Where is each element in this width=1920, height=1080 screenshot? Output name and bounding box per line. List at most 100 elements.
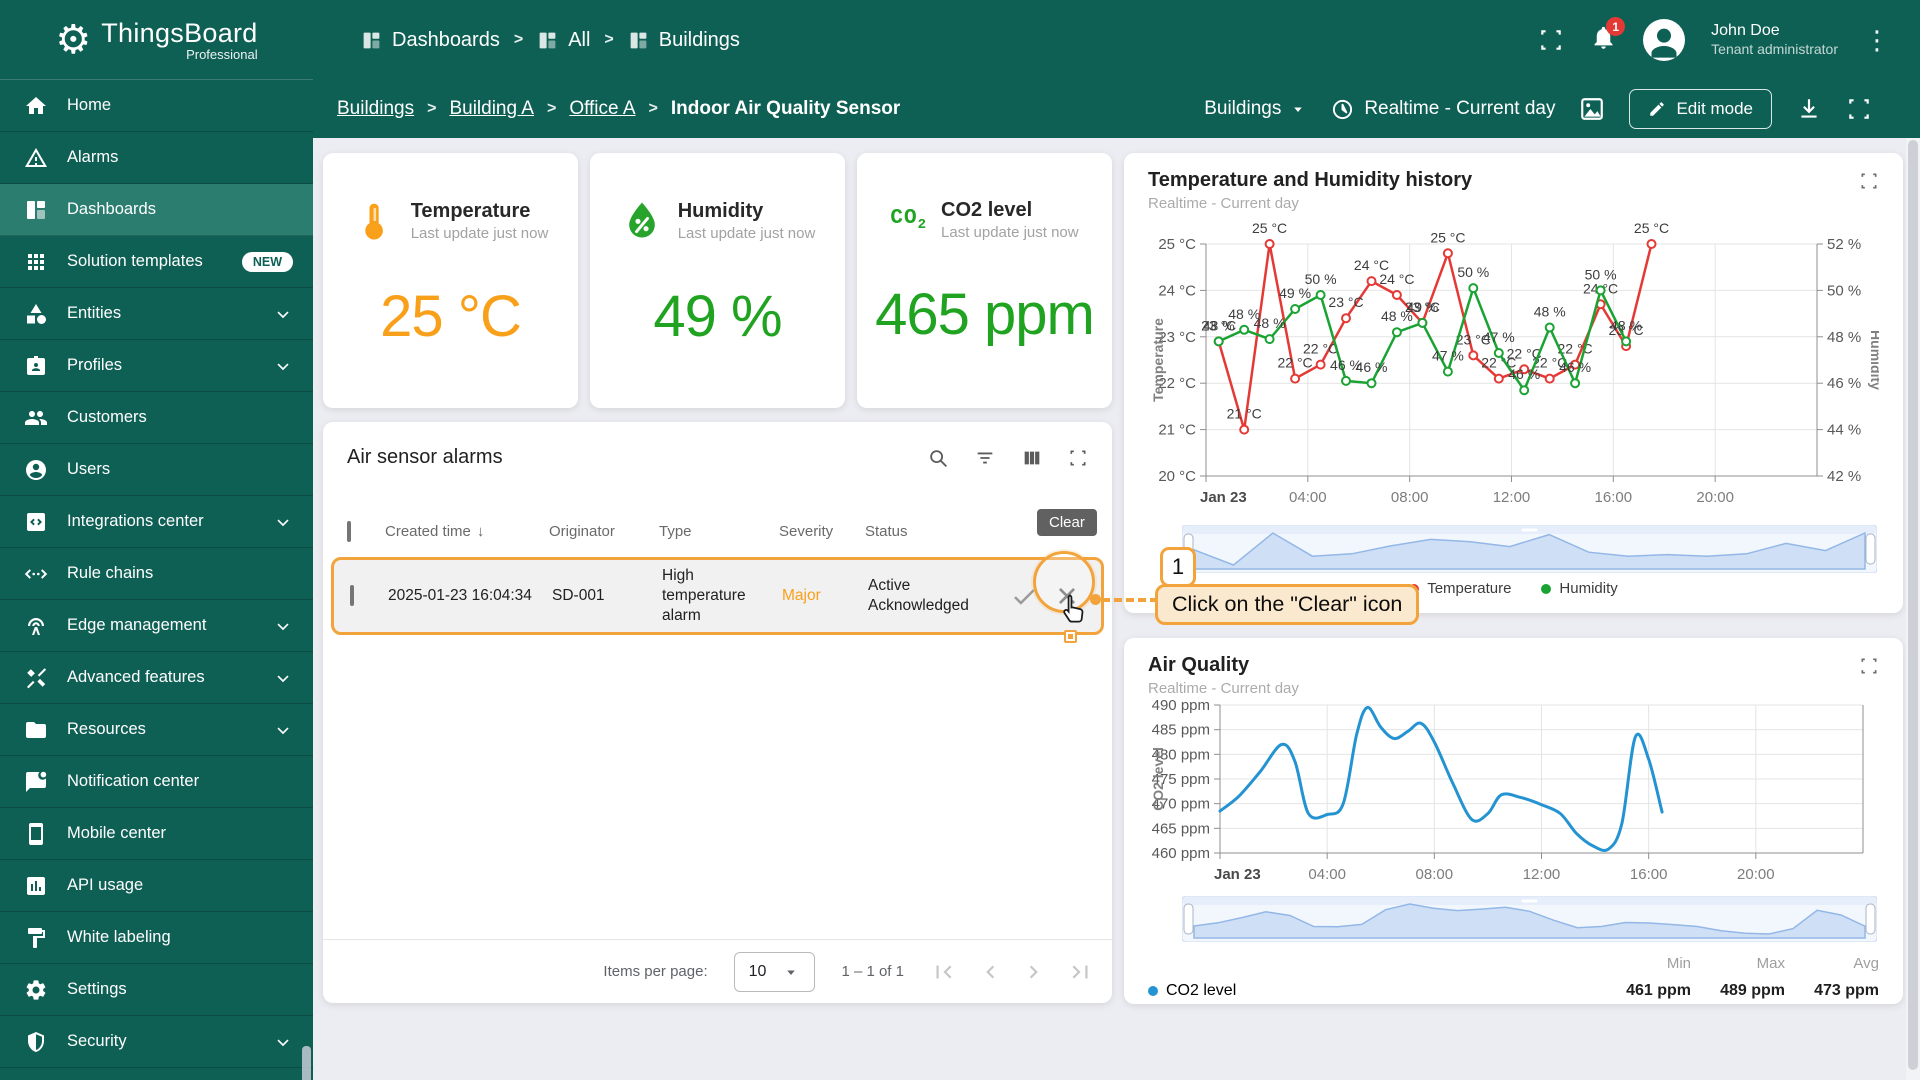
sidebar-item-white-labeling[interactable]: White labeling bbox=[0, 912, 313, 964]
download-icon[interactable] bbox=[1796, 96, 1822, 122]
svg-text:23 °C: 23 °C bbox=[1201, 317, 1236, 333]
dash-breadcrumb-office-a[interactable]: Office A bbox=[569, 98, 636, 119]
search-icon[interactable] bbox=[927, 447, 949, 469]
legend-item-humidity[interactable]: Humidity bbox=[1541, 580, 1618, 597]
column-header-created-time[interactable]: Created time ↓ bbox=[385, 522, 485, 540]
sidebar-item-dashboards[interactable]: Dashboards bbox=[0, 184, 313, 236]
column-header-originator[interactable]: Originator bbox=[549, 522, 615, 540]
next-page-icon[interactable] bbox=[1022, 959, 1048, 985]
svg-text:20:00: 20:00 bbox=[1737, 866, 1775, 883]
last-page-icon[interactable] bbox=[1068, 959, 1094, 985]
row-checkbox[interactable] bbox=[350, 585, 354, 606]
dashboards-icon bbox=[24, 198, 48, 222]
top-breadcrumb: Dashboards > All > Buildings bbox=[361, 29, 740, 52]
svg-text:08:00: 08:00 bbox=[1416, 866, 1454, 883]
chevron-down-icon bbox=[273, 616, 293, 636]
alarm-table-row[interactable]: 2025-01-23 16:04:34 SD-001 High temperat… bbox=[331, 557, 1104, 635]
svg-text:25 °C: 25 °C bbox=[1252, 220, 1287, 236]
table-paginator: Items per page: 10 1 – 1 of 1 bbox=[323, 939, 1112, 1003]
page-scrollbar-thumb[interactable] bbox=[1908, 140, 1918, 1070]
svg-text:25 °C: 25 °C bbox=[1430, 229, 1465, 245]
expand-icon[interactable] bbox=[1859, 171, 1879, 191]
sidebar-item-solution-templates[interactable]: Solution templates NEW bbox=[0, 236, 313, 288]
humidity-drop-icon bbox=[620, 199, 664, 243]
sidebar-item-profiles[interactable]: Profiles bbox=[0, 340, 313, 392]
chevron-down-icon bbox=[273, 1032, 293, 1052]
svg-text:Jan 23: Jan 23 bbox=[1200, 489, 1247, 506]
sidebar-item-customers[interactable]: Customers bbox=[0, 392, 313, 444]
sidebar-item-mobile-center[interactable]: Mobile center bbox=[0, 808, 313, 860]
settings-icon bbox=[24, 978, 48, 1002]
legend-item-co2[interactable]: CO2 level bbox=[1148, 982, 1236, 1000]
acknowledge-icon[interactable] bbox=[1009, 581, 1039, 611]
kebab-menu-icon[interactable]: ⋮ bbox=[1864, 24, 1890, 55]
edit-mode-button[interactable]: Edit mode bbox=[1629, 89, 1772, 129]
sidebar-item-advanced-features[interactable]: Advanced features bbox=[0, 652, 313, 704]
sidebar-item-integrations-center[interactable]: Integrations center bbox=[0, 496, 313, 548]
annotation-connector-dot bbox=[1090, 594, 1101, 605]
time-range-minimap[interactable] bbox=[1181, 895, 1879, 947]
svg-text:22 °C: 22 °C bbox=[1507, 345, 1542, 361]
svg-text:470 ppm: 470 ppm bbox=[1152, 796, 1210, 813]
sidebar-item-resources[interactable]: Resources bbox=[0, 704, 313, 756]
sidebar-scrollbar[interactable] bbox=[302, 1046, 311, 1080]
sort-desc-icon: ↓ bbox=[476, 522, 485, 540]
fullscreen-icon[interactable] bbox=[1538, 27, 1564, 53]
sidebar-item-settings[interactable]: Settings bbox=[0, 964, 313, 1016]
column-header-severity[interactable]: Severity bbox=[779, 522, 834, 540]
dashboards-icon bbox=[361, 30, 382, 51]
prev-page-icon[interactable] bbox=[976, 959, 1002, 985]
sidebar-item-api-usage[interactable]: API usage bbox=[0, 860, 313, 912]
sidebar-item-notification-center[interactable]: Notification center bbox=[0, 756, 313, 808]
svg-text:50 %: 50 % bbox=[1827, 282, 1861, 299]
dashboard-state-select[interactable]: Buildings bbox=[1204, 98, 1307, 120]
background-image-icon[interactable] bbox=[1579, 96, 1605, 122]
home-icon bbox=[24, 94, 48, 118]
time-range-minimap[interactable] bbox=[1181, 524, 1879, 578]
sidebar-item-entities[interactable]: Entities bbox=[0, 288, 313, 340]
sidebar-item-users[interactable]: Users bbox=[0, 444, 313, 496]
select-all-checkbox[interactable] bbox=[347, 520, 351, 542]
dash-breadcrumb-buildings[interactable]: Buildings bbox=[337, 98, 415, 119]
sidebar-item-security[interactable]: Security bbox=[0, 1016, 313, 1068]
top-breadcrumb-dashboards[interactable]: Dashboards bbox=[361, 29, 500, 52]
filter-icon[interactable] bbox=[974, 447, 996, 469]
sidebar-item-rule-chains[interactable]: Rule chains bbox=[0, 548, 313, 600]
svg-text:50 %: 50 % bbox=[1305, 271, 1337, 287]
svg-text:20 °C: 20 °C bbox=[1158, 468, 1196, 485]
first-page-icon[interactable] bbox=[930, 959, 956, 985]
sidebar-item-label: Advanced features bbox=[67, 668, 205, 686]
fullscreen-icon[interactable] bbox=[1846, 96, 1872, 122]
dash-breadcrumb-building-a[interactable]: Building A bbox=[449, 98, 534, 119]
expand-icon[interactable] bbox=[1068, 448, 1088, 468]
legend-item-temperature[interactable]: Temperature bbox=[1409, 580, 1511, 597]
brand[interactable]: ⚙ ThingsBoard Professional bbox=[0, 0, 313, 80]
column-header-status[interactable]: Status bbox=[865, 522, 908, 540]
top-breadcrumb-all[interactable]: All bbox=[537, 29, 590, 52]
svg-text:480 ppm: 480 ppm bbox=[1152, 746, 1210, 763]
top-breadcrumb-buildings[interactable]: Buildings bbox=[628, 29, 740, 52]
avatar[interactable] bbox=[1643, 19, 1686, 61]
column-header-type[interactable]: Type bbox=[659, 522, 692, 540]
expand-icon[interactable] bbox=[1859, 656, 1879, 676]
page-scrollbar[interactable] bbox=[1906, 138, 1920, 1080]
sidebar-item-label: API usage bbox=[67, 876, 144, 894]
annotation-step-badge: 1 bbox=[1160, 547, 1196, 587]
svg-text:12:00: 12:00 bbox=[1523, 866, 1561, 883]
white-labeling-icon bbox=[24, 926, 48, 950]
svg-text:48 %: 48 % bbox=[1381, 308, 1413, 324]
svg-text:16:00: 16:00 bbox=[1595, 489, 1633, 506]
columns-icon[interactable] bbox=[1021, 447, 1043, 469]
timewindow-button[interactable]: Realtime - Current day bbox=[1331, 98, 1555, 121]
sidebar-item-edge-management[interactable]: Edge management bbox=[0, 600, 313, 652]
svg-text:12:00: 12:00 bbox=[1493, 489, 1531, 506]
svg-text:50 %: 50 % bbox=[1585, 266, 1617, 282]
sidebar-item-alarms[interactable]: Alarms bbox=[0, 132, 313, 184]
breadcrumb-separator: > bbox=[513, 31, 524, 48]
dashboards-icon bbox=[537, 30, 558, 51]
sidebar-item-home[interactable]: Home bbox=[0, 80, 313, 132]
sidebar-item-label: White labeling bbox=[67, 928, 171, 946]
page-size-select[interactable]: 10 bbox=[733, 951, 816, 992]
notifications-button[interactable]: 1 bbox=[1590, 17, 1626, 56]
